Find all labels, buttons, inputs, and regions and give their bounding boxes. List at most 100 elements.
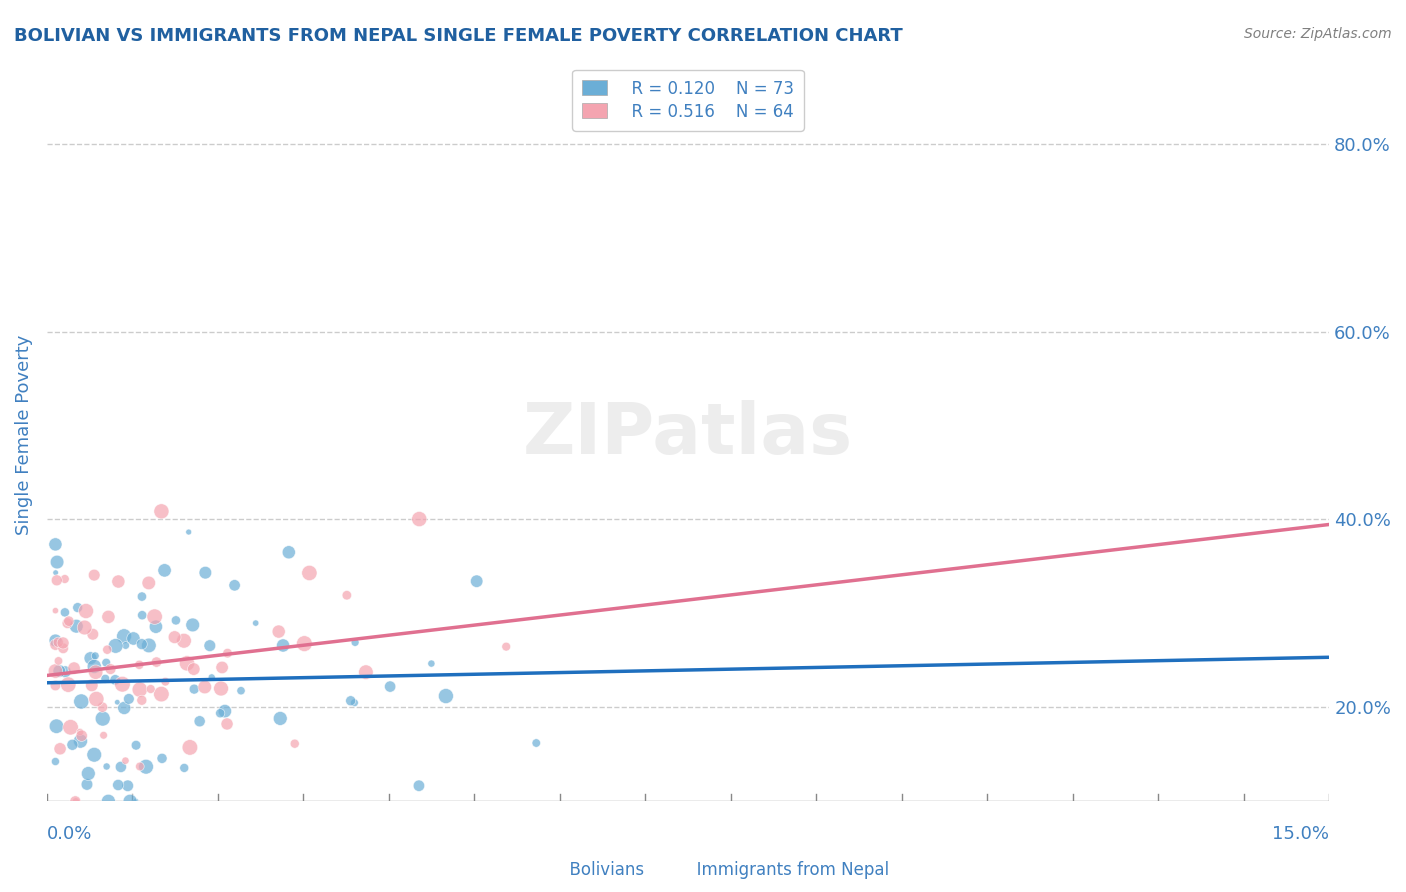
Point: [267, 624, 290, 639]
Point: [173, 633, 195, 648]
Point: [215, 717, 238, 731]
Point: [354, 665, 377, 680]
Point: [80, 678, 103, 692]
Point: [269, 711, 291, 725]
Point: [150, 751, 173, 765]
Point: [117, 779, 139, 793]
Point: [45, 566, 67, 580]
Point: [52, 636, 75, 650]
Point: [465, 574, 488, 589]
Point: [131, 637, 153, 651]
Point: [104, 673, 127, 687]
Point: [138, 576, 160, 591]
Point: [45, 719, 67, 733]
Point: [79, 651, 101, 665]
Point: [194, 680, 217, 694]
Point: [135, 760, 157, 774]
Point: [128, 759, 150, 773]
Point: [420, 657, 443, 671]
Point: [188, 714, 211, 729]
Point: [56, 616, 79, 631]
Point: [104, 639, 127, 653]
Point: [77, 766, 100, 780]
Point: [44, 633, 66, 648]
Point: [153, 563, 176, 577]
Point: [44, 604, 66, 618]
Point: [179, 740, 201, 755]
Point: [69, 725, 91, 739]
Point: [93, 728, 115, 742]
Point: [114, 754, 136, 768]
Point: [48, 664, 70, 678]
Point: [292, 637, 315, 651]
Point: [495, 640, 517, 654]
Point: [53, 665, 76, 679]
Point: [214, 704, 236, 718]
Point: [120, 794, 142, 808]
Point: [91, 712, 114, 726]
Point: [45, 574, 67, 588]
Point: [209, 706, 232, 721]
Point: [524, 736, 547, 750]
Point: [139, 681, 162, 696]
Point: [408, 779, 430, 793]
Point: [75, 604, 97, 618]
Point: [284, 737, 307, 751]
Point: [65, 794, 87, 808]
Point: [339, 694, 361, 708]
Point: [271, 639, 294, 653]
Point: [114, 639, 136, 653]
Point: [277, 545, 299, 559]
Point: [194, 566, 217, 580]
Point: [138, 639, 160, 653]
Point: [298, 566, 321, 580]
Point: [131, 590, 153, 604]
Point: [105, 695, 128, 709]
Point: [48, 654, 70, 668]
Point: [69, 734, 91, 748]
Point: [91, 700, 114, 714]
Point: [96, 642, 118, 657]
Point: [44, 638, 66, 652]
Point: [211, 660, 233, 674]
Point: [198, 639, 221, 653]
Point: [165, 613, 187, 627]
Point: [128, 682, 150, 697]
Point: [408, 512, 430, 526]
Point: [245, 616, 267, 631]
Text: Source: ZipAtlas.com: Source: ZipAtlas.com: [1244, 27, 1392, 41]
Point: [150, 687, 173, 701]
Point: [163, 630, 186, 644]
Point: [118, 692, 141, 706]
Point: [58, 678, 80, 692]
Point: [63, 661, 86, 675]
Point: [46, 555, 69, 569]
Point: [173, 761, 195, 775]
Point: [97, 610, 120, 624]
Point: [217, 646, 239, 660]
Point: [378, 680, 401, 694]
Point: [76, 777, 98, 791]
Point: [131, 693, 153, 707]
Text: ZIPatlas: ZIPatlas: [523, 401, 853, 469]
Point: [66, 600, 89, 615]
Point: [209, 681, 232, 696]
Point: [60, 738, 83, 752]
Point: [143, 609, 166, 624]
Point: [112, 701, 135, 715]
Point: [155, 674, 177, 689]
Point: [65, 619, 87, 633]
Point: [176, 657, 198, 671]
Point: [84, 665, 107, 680]
Point: [83, 568, 105, 582]
Point: [122, 632, 145, 646]
Point: [224, 578, 246, 592]
Point: [96, 759, 118, 773]
Point: [94, 672, 117, 686]
Text: BOLIVIAN VS IMMIGRANTS FROM NEPAL SINGLE FEMALE POVERTY CORRELATION CHART: BOLIVIAN VS IMMIGRANTS FROM NEPAL SINGLE…: [14, 27, 903, 45]
Point: [83, 747, 105, 762]
Point: [201, 670, 224, 684]
Point: [86, 692, 108, 706]
Text: Bolivians          Immigrants from Nepal: Bolivians Immigrants from Nepal: [517, 861, 889, 879]
Point: [44, 678, 66, 692]
